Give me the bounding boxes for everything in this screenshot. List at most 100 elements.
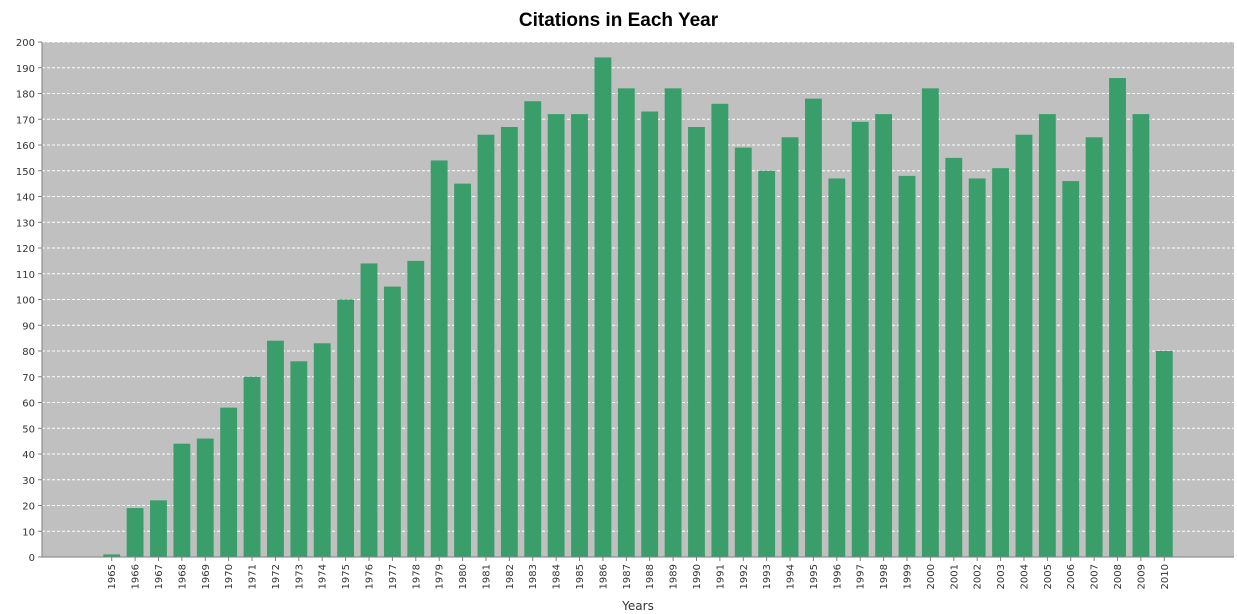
x-tick-label: 2007 — [1090, 564, 1101, 589]
bar-1976 — [360, 263, 378, 557]
bar-2001 — [945, 157, 963, 557]
x-tick-label: 1972 — [271, 564, 282, 589]
bar-1997 — [851, 121, 869, 557]
y-tick-label: 40 — [22, 450, 35, 461]
bar-1978 — [407, 260, 425, 557]
bar-1984 — [547, 114, 565, 557]
bar-1980 — [454, 183, 471, 557]
x-tick-label: 1997 — [856, 564, 867, 589]
bar-2003 — [992, 168, 1009, 558]
bar-1974 — [313, 343, 331, 557]
x-tick-label: 1968 — [177, 564, 188, 589]
bar-1993 — [758, 170, 776, 557]
x-tick-label: 1977 — [388, 564, 399, 589]
y-tick-label: 20 — [22, 502, 35, 513]
bar-1965 — [103, 554, 121, 557]
bar-2010 — [1155, 351, 1173, 557]
y-tick-label: 140 — [16, 193, 35, 204]
bar-1999 — [898, 175, 916, 557]
x-tick-label: 1995 — [809, 564, 820, 589]
bar-1992 — [734, 147, 752, 557]
y-tick-label: 170 — [16, 115, 35, 126]
bar-1996 — [828, 178, 846, 557]
y-tick-label: 80 — [22, 347, 35, 358]
x-tick-label: 1985 — [575, 564, 586, 589]
x-tick-label: 1973 — [294, 564, 305, 589]
bars — [103, 57, 1173, 558]
gridlines — [42, 41, 1234, 532]
y-tick-labels: 0 10 20 30 40 50 60 70 80 90 100 110 120 130 140 150 160… — [16, 38, 42, 564]
bar-1981 — [477, 134, 495, 557]
bar-1966 — [126, 508, 144, 557]
bar-1985 — [571, 114, 588, 557]
x-tick-label: 1966 — [131, 564, 142, 589]
x-tick-label: 2006 — [1066, 564, 1077, 589]
x-tick-label: 1987 — [622, 564, 633, 589]
x-tick-label: 1983 — [528, 564, 539, 589]
bar-1967 — [150, 500, 167, 557]
bar-2002 — [968, 178, 986, 557]
bar-1995 — [805, 98, 822, 558]
x-tick-label: 1974 — [318, 564, 329, 589]
x-tick-label: 1986 — [598, 564, 609, 589]
x-tick-label: 1998 — [879, 564, 890, 589]
bar-2004 — [1015, 134, 1033, 557]
bar-1991 — [711, 103, 729, 558]
x-tick-label: 1971 — [248, 564, 259, 589]
x-tick-label: 1965 — [107, 564, 118, 589]
bar-1986 — [594, 57, 612, 557]
bar-1969 — [196, 438, 214, 557]
y-tick-label: 10 — [22, 527, 35, 538]
x-tick-label: 2003 — [996, 564, 1007, 589]
x-tick-label: 1976 — [365, 564, 376, 589]
x-tick-labels: 1965 1966 1967 1968 1969 1970 1971 1972 1973 1974… — [107, 557, 1171, 589]
x-tick-label: 1992 — [739, 564, 750, 589]
bar-2007 — [1085, 137, 1103, 557]
y-tick-label: 90 — [22, 321, 35, 332]
bar-1979 — [430, 160, 448, 557]
bar-1973 — [290, 361, 308, 557]
x-tick-label: 2001 — [949, 564, 960, 589]
x-tick-label: 1999 — [903, 564, 914, 589]
y-tick-label: 150 — [16, 167, 35, 178]
x-tick-label: 1984 — [552, 564, 563, 589]
bar-1989 — [664, 88, 682, 557]
bar-1977 — [383, 286, 401, 557]
bar-2008 — [1109, 78, 1126, 558]
y-tick-label: 180 — [16, 90, 35, 101]
y-tick-label: 50 — [22, 424, 35, 435]
x-tick-label: 2010 — [1160, 564, 1171, 589]
chart-title: Citations in Each Year — [518, 10, 719, 31]
bar-1998 — [875, 114, 893, 557]
bar-1971 — [243, 376, 261, 557]
x-tick-label: 1967 — [154, 564, 165, 589]
x-tick-label: 1991 — [715, 564, 726, 589]
y-tick-label: 130 — [16, 218, 35, 229]
y-tick-label: 200 — [16, 38, 35, 49]
bar-1975 — [337, 299, 355, 557]
bar-2005 — [1038, 114, 1056, 557]
y-tick-label: 30 — [22, 476, 35, 487]
bar-1970 — [220, 407, 238, 557]
y-tick-label: 60 — [22, 399, 35, 410]
x-tick-label: 1970 — [224, 564, 235, 589]
bar-1987 — [617, 88, 635, 557]
x-tick-label: 1980 — [458, 564, 469, 589]
y-tick-label: 110 — [16, 270, 35, 281]
x-tick-label: 2005 — [1043, 564, 1054, 589]
x-tick-label: 1981 — [481, 564, 492, 589]
x-tick-label: 2008 — [1113, 564, 1124, 589]
y-tick-label: 190 — [16, 64, 35, 75]
bar-2006 — [1062, 181, 1080, 558]
bar-1972 — [267, 340, 284, 557]
x-tick-label: 2009 — [1136, 564, 1147, 589]
x-tick-label: 1996 — [832, 564, 843, 589]
y-tick-label: 0 — [29, 553, 35, 564]
y-tick-label: 70 — [22, 373, 35, 384]
bar-1988 — [641, 111, 659, 558]
x-tick-label: 1988 — [645, 564, 656, 589]
x-tick-label: 1979 — [435, 564, 446, 589]
bar-2000 — [921, 88, 939, 557]
